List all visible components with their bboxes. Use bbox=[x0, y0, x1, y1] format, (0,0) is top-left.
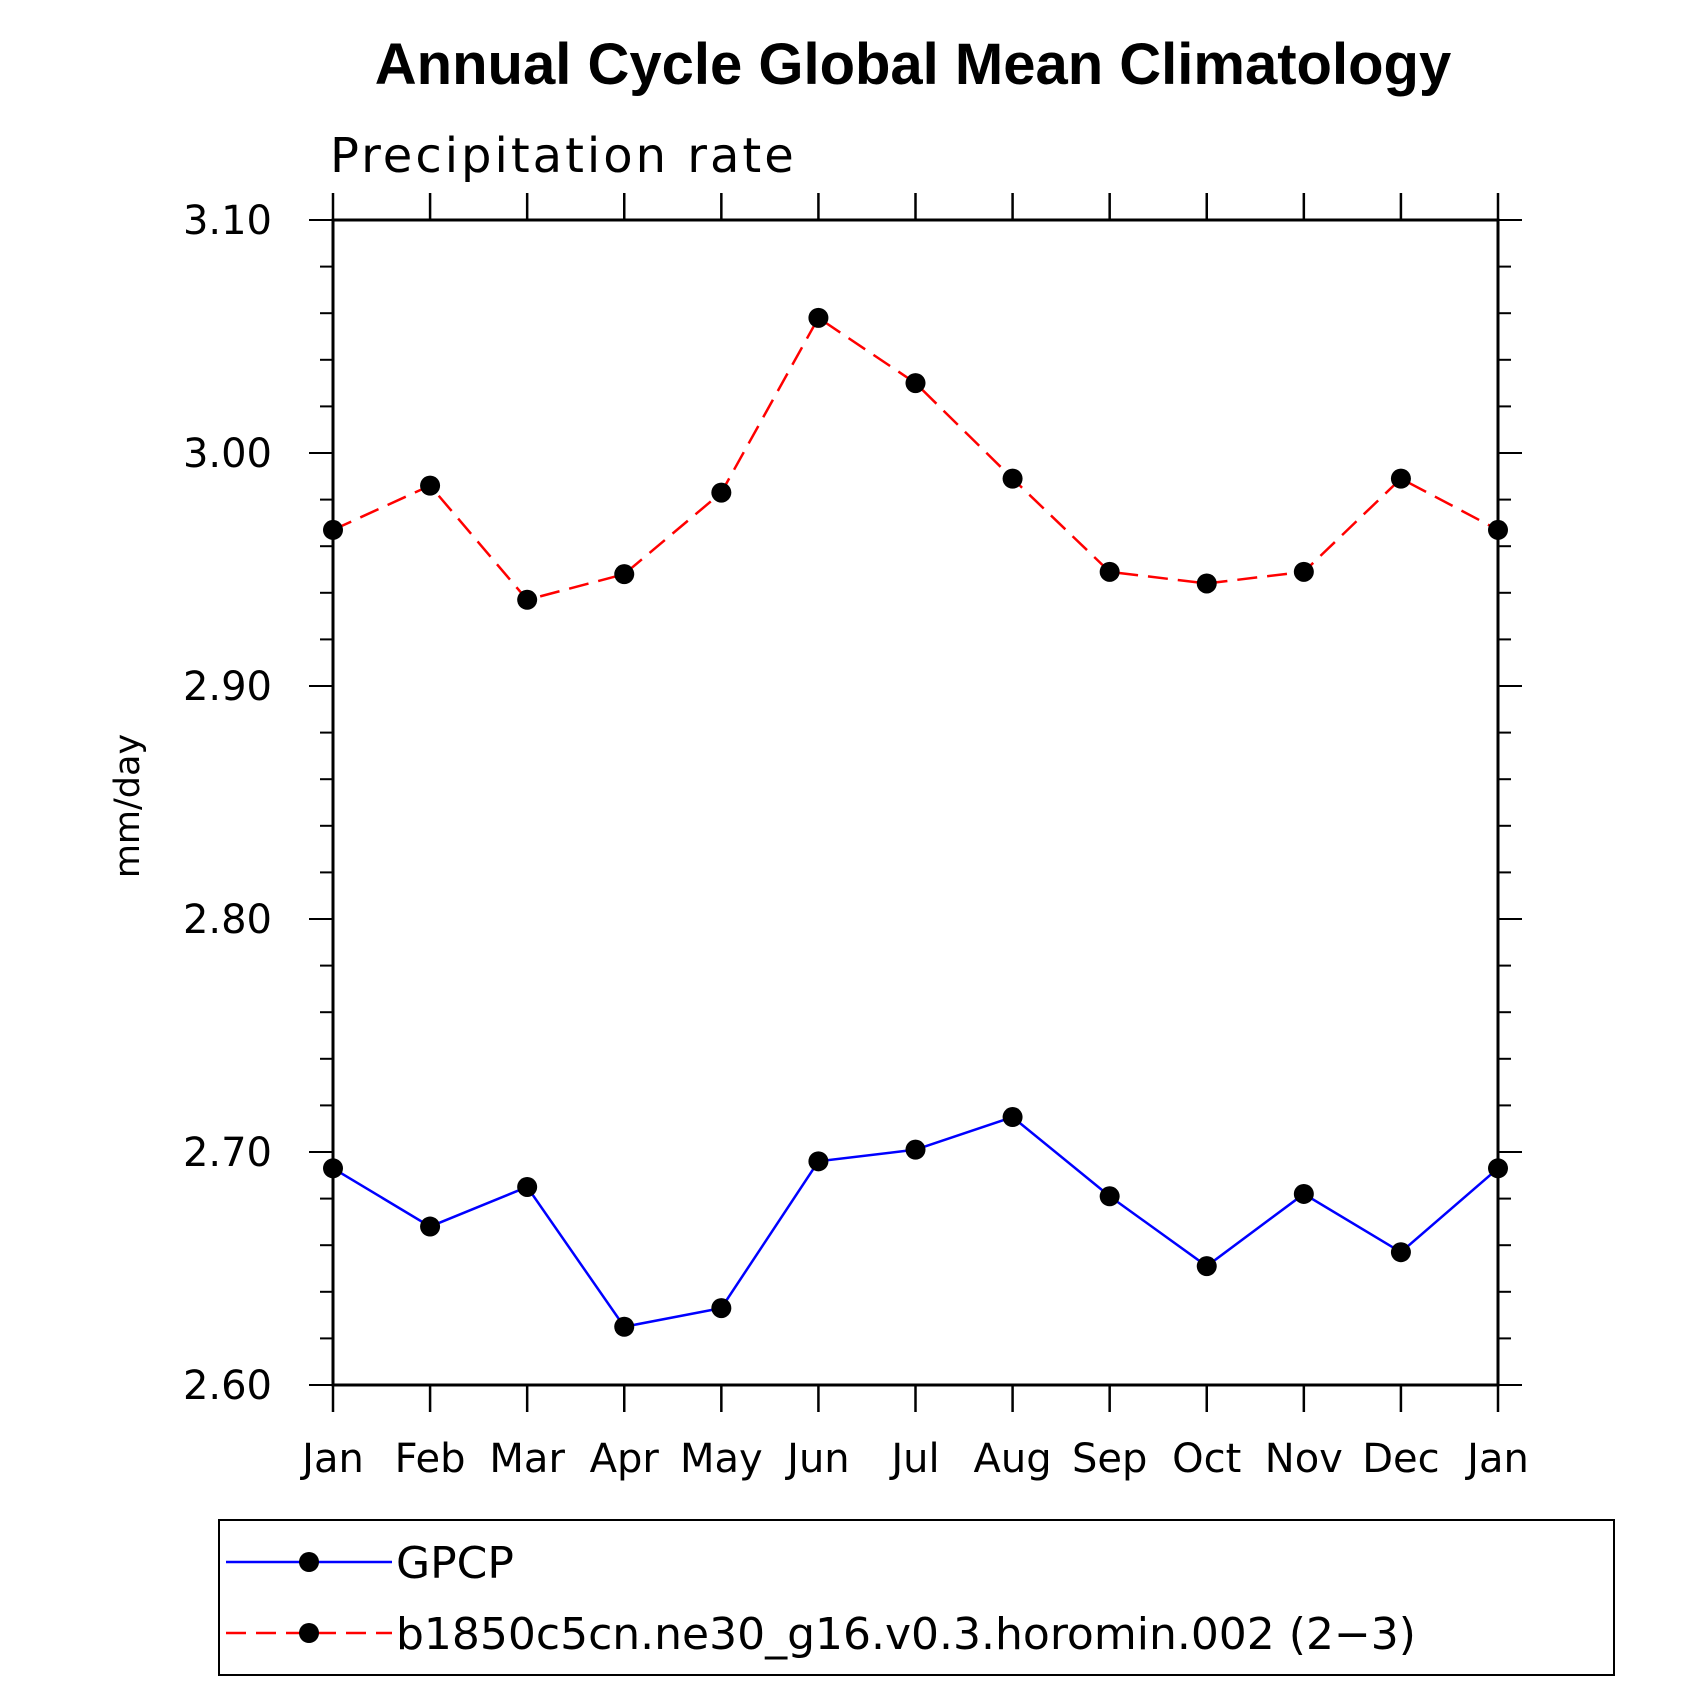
x-axis-ticks: Jan Feb Mar Apr May Jun Jul Aug Sep Oct Nov Dec Jan bbox=[299, 193, 1529, 1482]
data-point-series-1 bbox=[323, 519, 343, 540]
data-point-series-0 bbox=[1002, 1107, 1023, 1128]
data-point-series-1 bbox=[905, 373, 926, 394]
x-tick-label: Feb bbox=[395, 1436, 466, 1482]
x-tick-label: Nov bbox=[1265, 1436, 1343, 1482]
data-point-series-0 bbox=[905, 1139, 926, 1160]
data-point-series-0 bbox=[808, 1151, 829, 1172]
x-tick-label: Mar bbox=[489, 1436, 565, 1482]
legend-marker-gpcp bbox=[299, 1552, 319, 1572]
y-tick-label: 2.70 bbox=[183, 1130, 272, 1176]
data-point-series-1 bbox=[420, 475, 441, 496]
data-point-series-0 bbox=[517, 1176, 538, 1197]
series-line-1 bbox=[332, 316, 1499, 602]
data-point-series-1 bbox=[1293, 561, 1314, 582]
data-point-series-1 bbox=[1196, 573, 1217, 594]
x-tick-label: Apr bbox=[590, 1436, 660, 1482]
data-point-series-0 bbox=[614, 1316, 635, 1337]
y-tick-label: 2.80 bbox=[183, 897, 272, 943]
legend: GPCP b1850c5cn.ne30_g16.v0.3.horomin.002… bbox=[218, 1519, 1615, 1676]
x-tick-label: May bbox=[680, 1436, 763, 1482]
chart-title: Annual Cycle Global Mean Climatology bbox=[375, 32, 1451, 97]
data-point-series-0 bbox=[1488, 1158, 1508, 1179]
y-tick-label: 3.10 bbox=[183, 198, 272, 244]
data-point-series-1 bbox=[517, 589, 538, 610]
legend-box bbox=[218, 1519, 1615, 1676]
data-point-series-0 bbox=[711, 1298, 732, 1319]
data-point-series-0 bbox=[1390, 1242, 1411, 1263]
data-point-series-0 bbox=[1196, 1256, 1217, 1277]
x-tick-label: Dec bbox=[1362, 1436, 1439, 1482]
legend-label-gpcp: GPCP bbox=[396, 1538, 514, 1589]
y-tick-label: 2.90 bbox=[183, 664, 272, 710]
x-tick-label: Sep bbox=[1072, 1436, 1147, 1482]
x-tick-label: Jan bbox=[1464, 1436, 1529, 1482]
y-axis-label: mm/day bbox=[108, 734, 148, 878]
data-point-series-1 bbox=[1099, 561, 1120, 582]
data-point-series-1 bbox=[1002, 468, 1023, 489]
data-point-series-0 bbox=[420, 1216, 441, 1237]
y-tick-label: 2.60 bbox=[183, 1363, 272, 1409]
series-layer bbox=[323, 307, 1508, 1337]
legend-label-model: b1850c5cn.ne30_g16.v0.3.horomin.002 (2−3… bbox=[396, 1609, 1416, 1660]
x-tick-label: Jan bbox=[299, 1436, 364, 1482]
data-point-series-1 bbox=[1390, 468, 1411, 489]
data-point-series-1 bbox=[614, 564, 635, 585]
plot-frame bbox=[331, 218, 1500, 1387]
chart-subtitle: Precipitation rate bbox=[330, 128, 797, 184]
x-tick-label: Aug bbox=[974, 1436, 1052, 1482]
x-tick-label: Jul bbox=[888, 1436, 939, 1482]
x-tick-label: Oct bbox=[1172, 1436, 1241, 1482]
data-point-series-1 bbox=[808, 307, 829, 328]
x-tick-label: Jun bbox=[784, 1436, 850, 1482]
y-tick-label: 3.00 bbox=[183, 431, 272, 477]
y-axis-ticks: 2.60 2.70 2.80 2.90 3.00 3.10 bbox=[183, 198, 1522, 1409]
data-point-series-1 bbox=[1488, 519, 1508, 540]
data-point-series-0 bbox=[323, 1158, 343, 1179]
data-point-series-0 bbox=[1293, 1183, 1314, 1204]
legend-marker-model bbox=[299, 1623, 319, 1643]
data-point-series-0 bbox=[1099, 1186, 1120, 1207]
data-point-series-1 bbox=[711, 482, 732, 503]
